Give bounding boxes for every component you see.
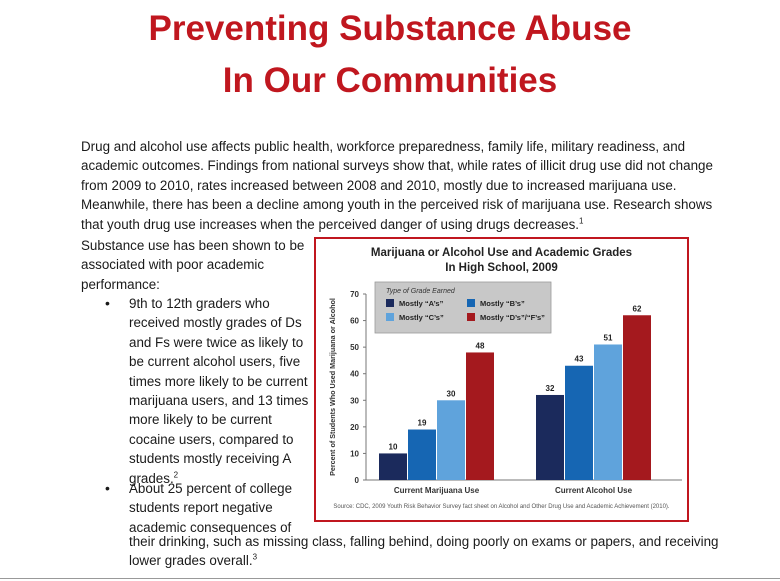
legend-label: Mostly “C’s” bbox=[399, 313, 444, 322]
chart-title-line1: Marijuana or Alcohol Use and Academic Gr… bbox=[370, 247, 633, 259]
chart-title-line2: In High School, 2009 bbox=[445, 262, 558, 274]
bar-value-label: 30 bbox=[447, 389, 456, 398]
bar bbox=[437, 400, 465, 480]
bar bbox=[536, 394, 564, 480]
bullet-1-footnote-ref: 2 bbox=[173, 470, 179, 480]
legend-swatch bbox=[386, 313, 394, 321]
bar bbox=[565, 365, 593, 480]
bullet-marker-1: • bbox=[105, 295, 110, 311]
y-axis-label: Percent of Students Who Used Marijuana o… bbox=[328, 298, 337, 476]
bullet-2-part1: About 25 percent of college students rep… bbox=[129, 481, 293, 535]
bar bbox=[623, 315, 651, 480]
bottom-rule bbox=[0, 578, 780, 579]
bullet-1: 9th to 12th graders who received mostly … bbox=[129, 294, 309, 488]
bar-value-label: 10 bbox=[389, 442, 398, 451]
legend-swatch bbox=[467, 299, 475, 307]
lead-paragraph: Substance use has been shown to be assoc… bbox=[81, 238, 305, 292]
y-tick-label: 20 bbox=[350, 423, 359, 432]
bar-value-label: 32 bbox=[546, 384, 555, 393]
chart-source: Source: CDC, 2009 Youth Risk Behavior Su… bbox=[333, 504, 670, 510]
bullet-2-text: their drinking, such as missing class, f… bbox=[129, 534, 719, 569]
bullet-2-part2: their drinking, such as missing class, f… bbox=[129, 532, 729, 571]
legend-label: Mostly “B’s” bbox=[480, 299, 525, 308]
bar-chart: 0 10 20 30 40 50 60 70 Percent of Students Who U… bbox=[328, 281, 682, 495]
y-tick-label: 60 bbox=[350, 317, 359, 326]
bar-value-label: 43 bbox=[575, 355, 584, 364]
bullet-marker-2: • bbox=[105, 480, 110, 496]
bar bbox=[594, 344, 622, 480]
page-title-line2: In Our Communities bbox=[222, 61, 558, 100]
y-tick-label: 30 bbox=[350, 396, 359, 405]
bar-value-label: 19 bbox=[418, 419, 427, 428]
intro-text: Drug and alcohol use affects public heal… bbox=[81, 139, 713, 232]
chart-panel: Marijuana or Alcohol Use and Academic Gr… bbox=[314, 237, 689, 522]
y-tick-label: 10 bbox=[350, 449, 359, 458]
y-tick-label: 40 bbox=[350, 370, 359, 379]
page-title-line1: Preventing Substance Abuse bbox=[148, 9, 632, 48]
bar bbox=[379, 453, 407, 480]
legend-title: Type of Grade Earned bbox=[386, 288, 456, 295]
bullet-2-footnote-ref: 3 bbox=[252, 552, 258, 562]
legend-label: Mostly “A’s” bbox=[399, 299, 444, 308]
bar bbox=[408, 429, 436, 480]
bar-value-label: 62 bbox=[633, 304, 642, 313]
bar bbox=[466, 352, 494, 480]
bullet-1-text: 9th to 12th graders who received mostly … bbox=[129, 296, 309, 486]
category-label: Current Alcohol Use bbox=[555, 486, 633, 495]
intro-paragraph: Drug and alcohol use affects public heal… bbox=[81, 137, 731, 234]
legend-swatch bbox=[386, 299, 394, 307]
legend-swatch bbox=[467, 313, 475, 321]
y-tick-label: 50 bbox=[350, 343, 359, 352]
bar-value-label: 51 bbox=[604, 333, 613, 342]
y-tick-label: 70 bbox=[350, 290, 359, 299]
legend-box bbox=[374, 281, 552, 334]
y-tick-label: 0 bbox=[355, 476, 360, 485]
chart-title: Marijuana or Alcohol Use and Academic Gr… bbox=[316, 246, 687, 276]
category-label: Current Marijuana Use bbox=[394, 486, 480, 495]
legend-label: Mostly “D’s”/“F’s” bbox=[480, 313, 545, 322]
bar-value-label: 48 bbox=[476, 341, 485, 350]
intro-footnote-ref: 1 bbox=[579, 216, 584, 226]
